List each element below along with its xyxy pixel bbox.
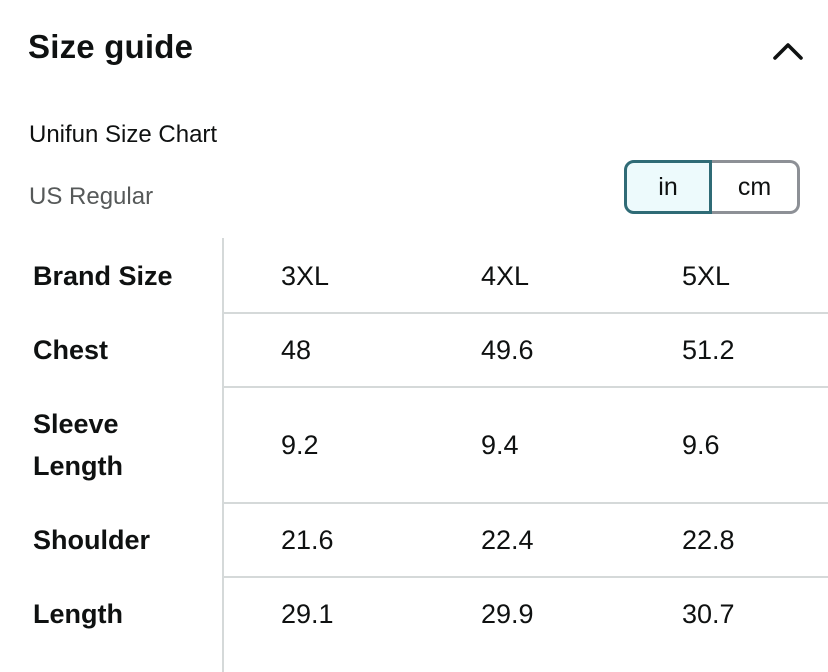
table-cell: 22.8	[682, 525, 735, 555]
table-row: Length 29.1 29.9 30.7	[0, 578, 828, 672]
table-cell: 49.6	[481, 335, 534, 365]
chevron-up-icon	[773, 43, 803, 60]
table-cell: 30.7	[682, 599, 735, 629]
column-divider	[222, 238, 224, 672]
size-header-cell: 4XL	[481, 261, 530, 291]
row-label-shoulder: Shoulder	[33, 525, 151, 555]
row-divider	[224, 386, 828, 388]
table-row: Shoulder 21.6 22.4 22.8	[0, 504, 828, 578]
row-label-length: Length	[33, 599, 123, 629]
row-label-chest: Chest	[33, 335, 109, 365]
table-cell: 51.2	[682, 335, 735, 365]
size-header-cell: 5XL	[682, 261, 731, 291]
table-cell: 9.4	[481, 430, 519, 460]
page-title: Size guide	[28, 28, 194, 65]
table-row: Chest 48 49.6 51.2	[0, 314, 828, 388]
collapse-button[interactable]	[766, 34, 810, 68]
table-cell: 21.6	[281, 525, 334, 555]
table-cell: 48	[281, 335, 312, 365]
row-divider	[224, 312, 828, 314]
size-guide-header: Size guide	[0, 0, 828, 100]
size-region: US Regular	[29, 183, 154, 210]
table-cell: 9.6	[682, 430, 720, 460]
table-row: Sleeve Length 9.2 9.4 9.6	[0, 388, 828, 504]
unit-centimeters-button[interactable]: cm	[712, 160, 800, 214]
size-header-cell: 3XL	[281, 261, 330, 291]
table-cell: 29.1	[281, 599, 334, 629]
unit-toggle: in cm	[624, 160, 800, 214]
unit-inches-button[interactable]: in	[624, 160, 712, 214]
size-chart-name: Unifun Size Chart	[29, 121, 218, 148]
brand-size-label: Brand Size	[33, 261, 173, 291]
table-cell: 9.2	[281, 430, 319, 460]
table-header-row: Brand Size 3XL 4XL 5XL	[0, 238, 828, 314]
size-table: Brand Size 3XL 4XL 5XL Chest 48 49.6 51.…	[0, 238, 828, 672]
table-cell: 22.4	[481, 525, 534, 555]
row-divider	[224, 576, 828, 578]
row-label-sleeve-length: Sleeve Length	[33, 409, 123, 481]
table-cell: 29.9	[481, 599, 534, 629]
row-divider	[224, 502, 828, 504]
